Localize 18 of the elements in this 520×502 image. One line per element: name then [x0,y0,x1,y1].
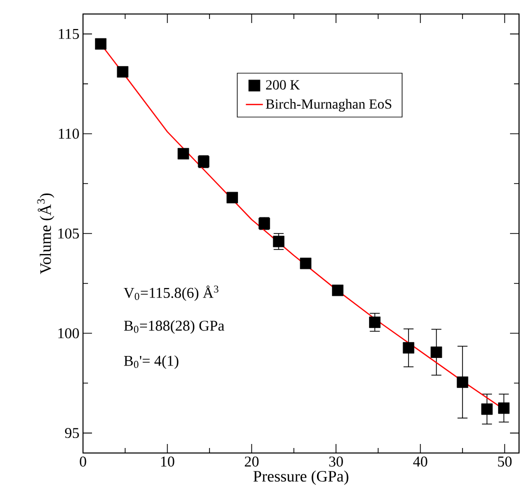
annotation: B$_{0}$=188(28) GPa [124,320,224,334]
legend-label: Birch-Murnaghan EoS [266,98,392,112]
annotation: V$_{0}$=115.8(6) Å$^{3}$ [124,286,218,301]
x-tick-label: 30 [329,456,343,467]
x-tick-label: 10 [161,456,174,467]
y-axis-title: Volume (Å$^{3}$) [37,193,54,274]
y-tick-label: 110 [58,128,79,139]
y-tick-label: 95 [65,428,79,438]
x-tick-label: 20 [244,456,259,467]
x-tick-label: 0 [80,456,86,467]
y-tick-label: 115 [58,28,79,39]
legend-label: 200 K [266,80,300,90]
x-tick-label: 40 [413,456,428,467]
x-tick-label: 50 [498,456,512,467]
x-axis-title: Pressure (GPa) [253,470,348,485]
y-tick-label: 105 [58,228,79,239]
annotation: B$_{0}$'= 4(1) [124,355,178,369]
y-tick-label: 100 [58,328,79,338]
